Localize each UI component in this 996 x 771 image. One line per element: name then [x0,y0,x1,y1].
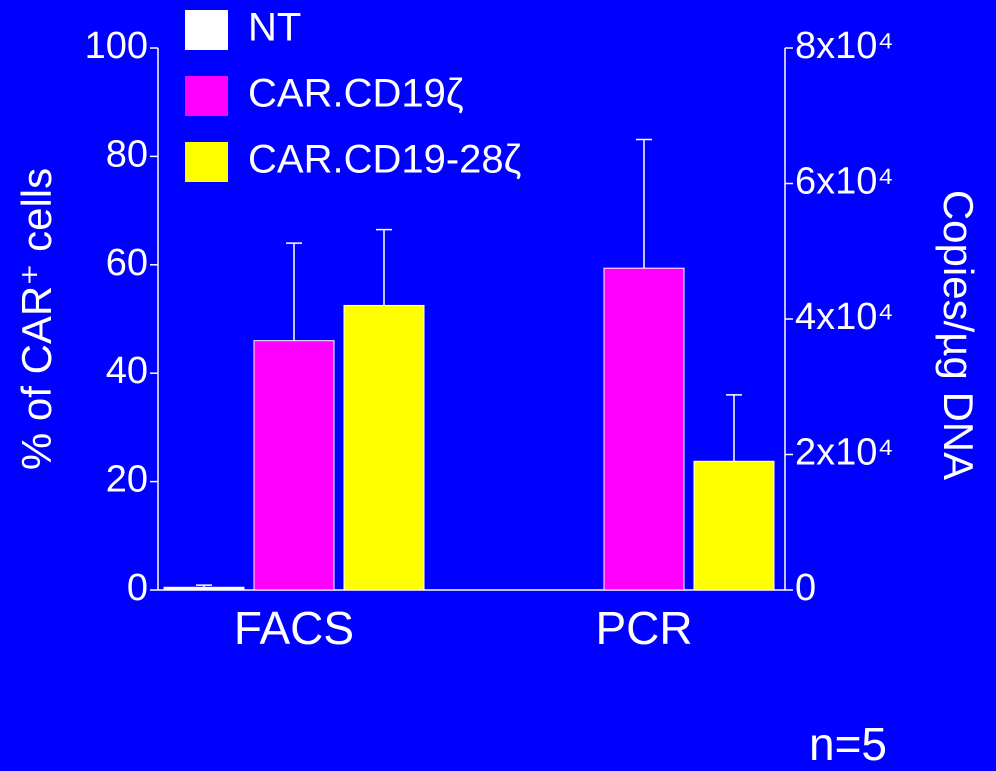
y-tick-label: 80 [106,133,148,175]
bar [693,460,775,591]
y2-tick-label: 0 [795,567,816,609]
legend-label: NT [248,6,301,50]
y2-tick-label: 4x10⁴ [795,296,894,338]
x-tick-label: FACS [234,602,354,654]
bar [163,586,245,591]
error-bar [376,228,392,306]
y-axis-label: % of CAR⁺ cells [13,168,60,470]
y-tick-label: 100 [85,25,148,67]
y2-axis-label: Copies/µg DNA [935,190,982,480]
y-tick-label: 0 [127,567,148,609]
y2-tick-label: 8x10⁴ [795,25,894,67]
legend-label: CAR.CD19-28ζ [248,138,521,182]
y2-tick-label: 2x10⁴ [795,432,894,474]
error-bar [726,394,742,462]
legend-swatch [185,142,228,182]
bar [603,267,685,591]
y-tick-label: 60 [106,242,148,284]
error-bar [636,138,652,269]
y-tick-label: 40 [106,350,148,392]
error-bar [286,242,302,341]
y2-tick-label: 6x10⁴ [795,161,894,203]
x-tick-label: PCR [595,602,692,654]
y-tick-label: 20 [106,459,148,501]
legend-swatch [185,10,228,50]
annotation: n=5 [809,718,887,770]
bar [343,304,425,591]
legend-label: CAR.CD19ζ [248,72,463,116]
legend-swatch [185,76,228,116]
bar [253,340,335,591]
